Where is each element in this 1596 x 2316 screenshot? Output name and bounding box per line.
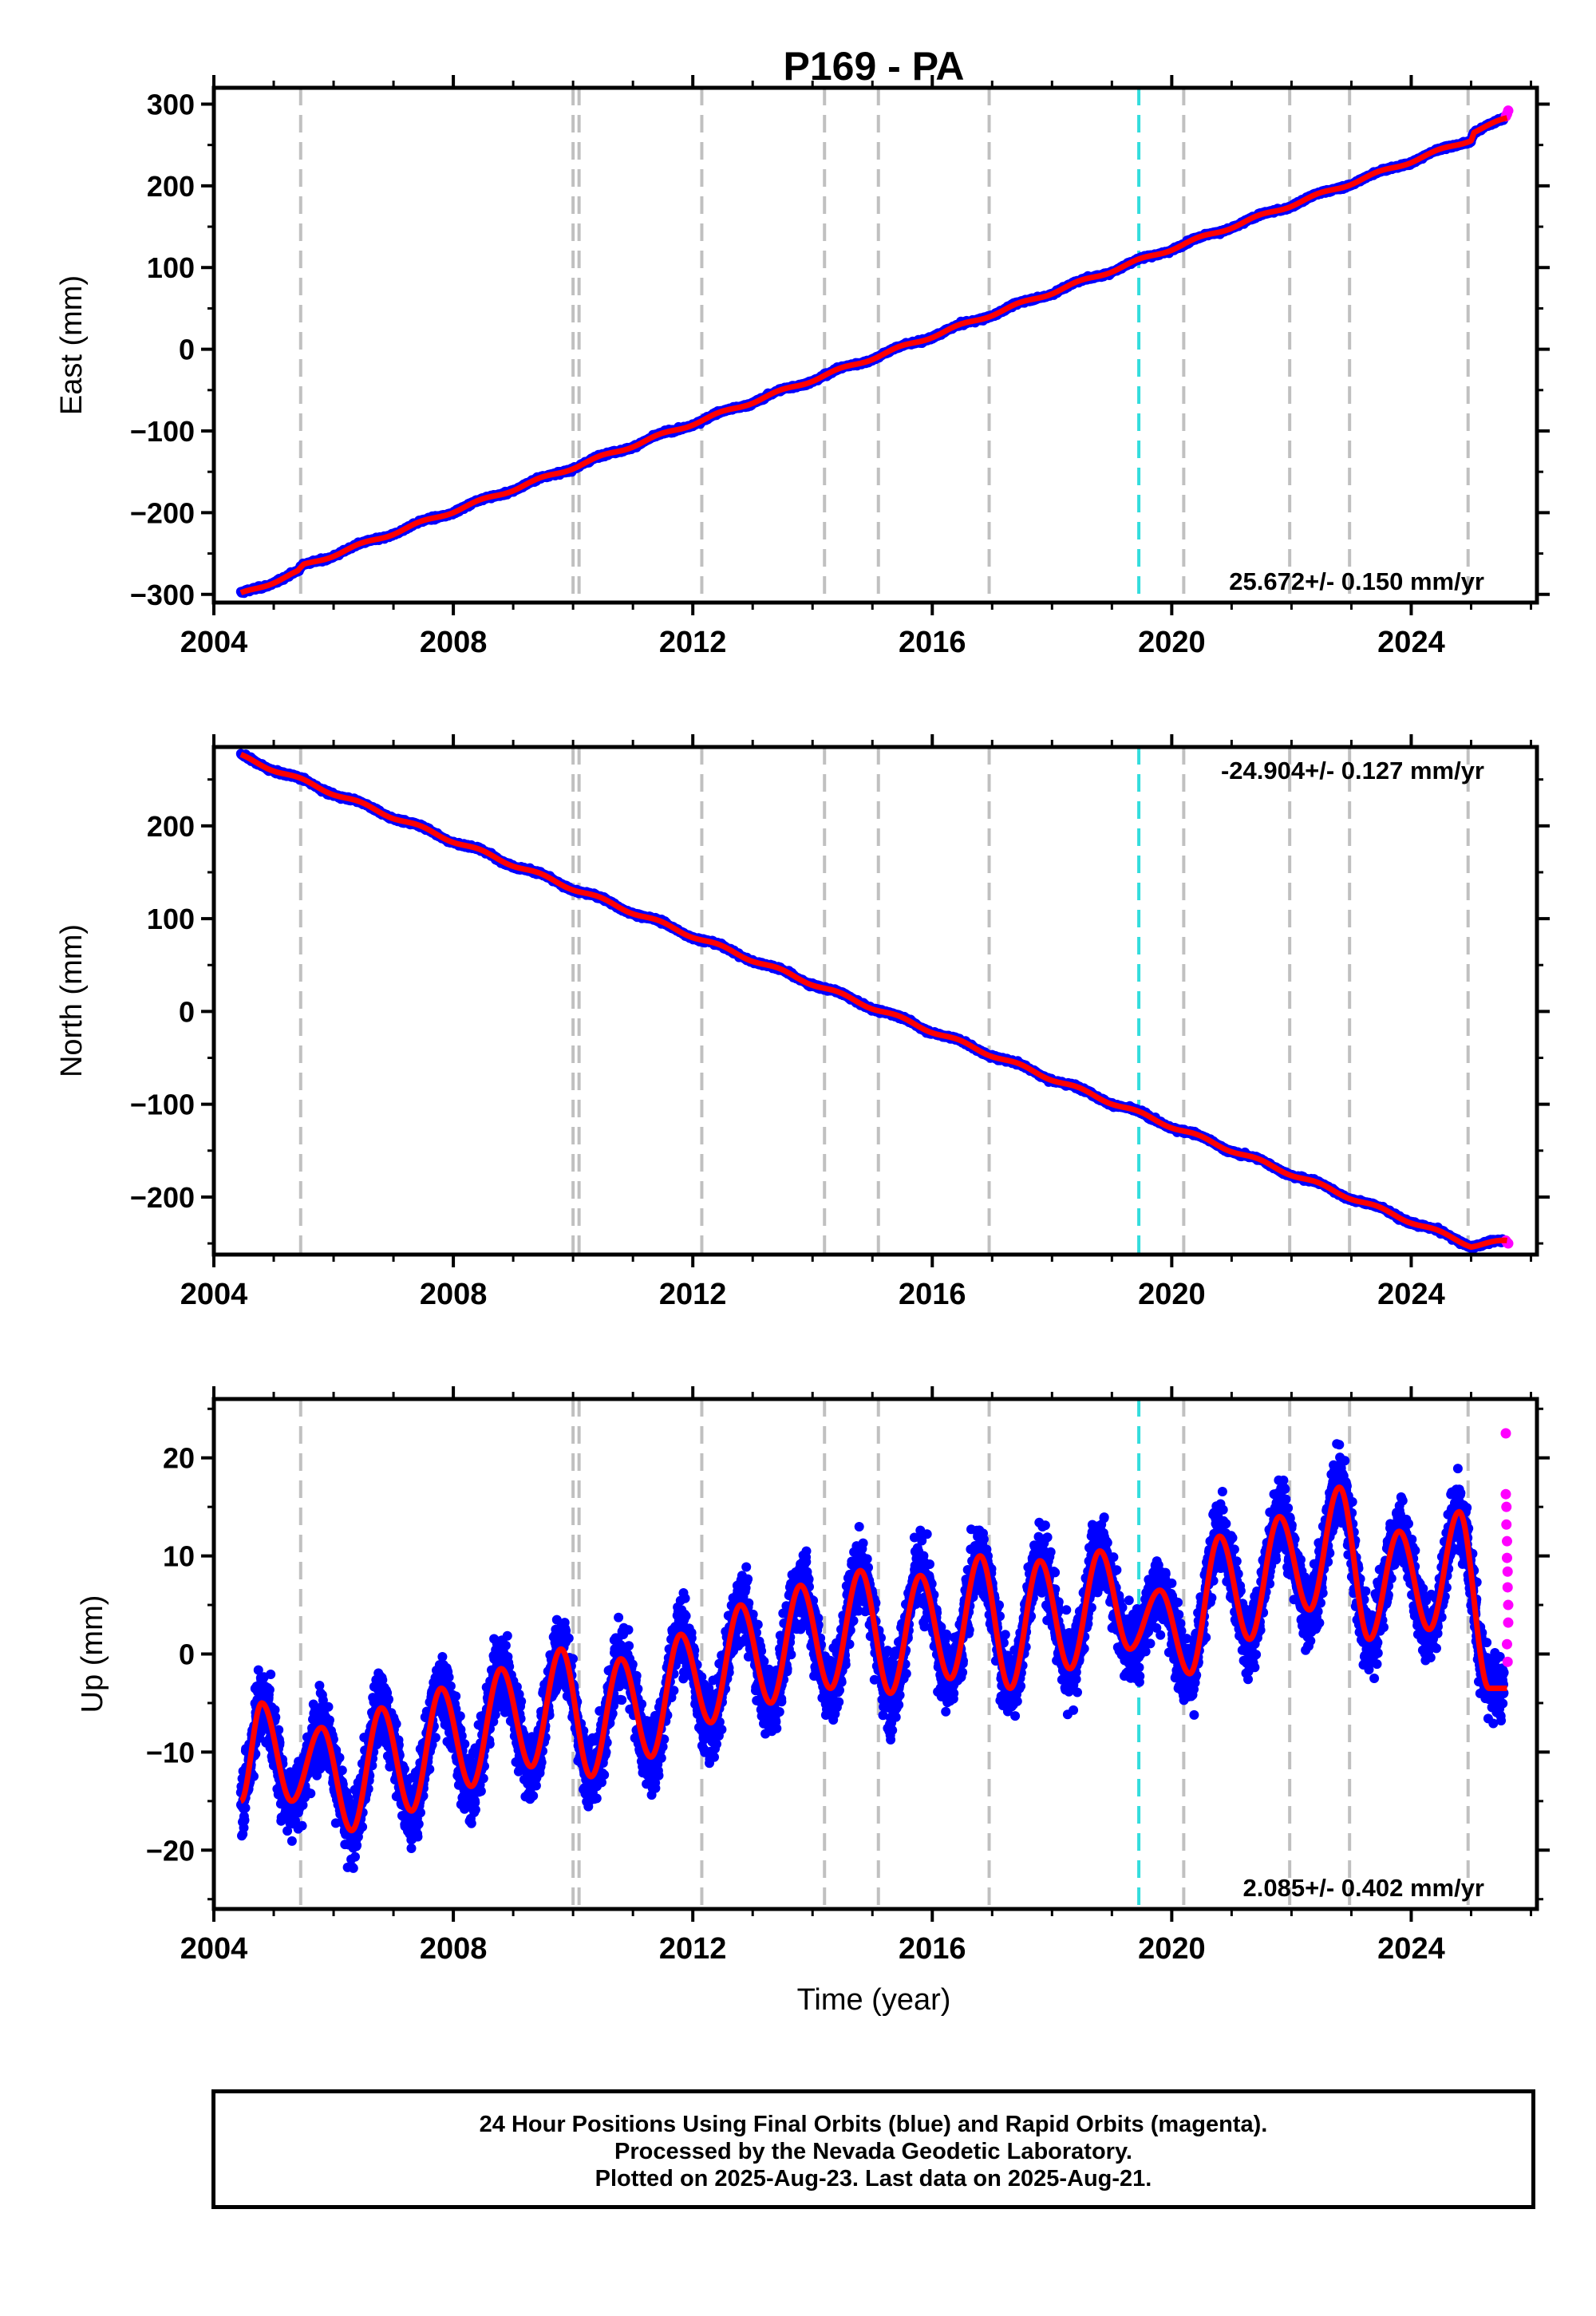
x-tick-label: 2024 [1377,626,1445,659]
panel-east: −300 −200 −100 0 100 200 300 2004 2008 2012 2016 20… [55,75,1550,659]
data-points-final [235,749,1509,1254]
x-tick-label: 2016 [899,626,966,659]
x-tick-label: 2020 [1138,626,1206,659]
x-tick-label: 2008 [420,626,488,659]
chart-title: P169 - PA [784,44,965,89]
y-tick-label: 300 [147,88,195,121]
rate-label: 25.672+/- 0.150 mm/yr [1229,567,1484,595]
y-tick-label: −300 [130,579,195,611]
x-tick-label: 2012 [659,626,727,659]
y-tick-label: −200 [130,496,195,529]
y-tick-label: 200 [147,170,195,203]
y-tick-label: 100 [147,251,195,284]
y-tick-label: 0 [179,334,195,366]
y-tick-label: −100 [130,415,195,448]
x-tick-label: 2004 [180,626,248,659]
data-points-final [235,113,1509,599]
y-axis-label: East (mm) [55,275,89,415]
data-point-rapid [1503,105,1514,117]
